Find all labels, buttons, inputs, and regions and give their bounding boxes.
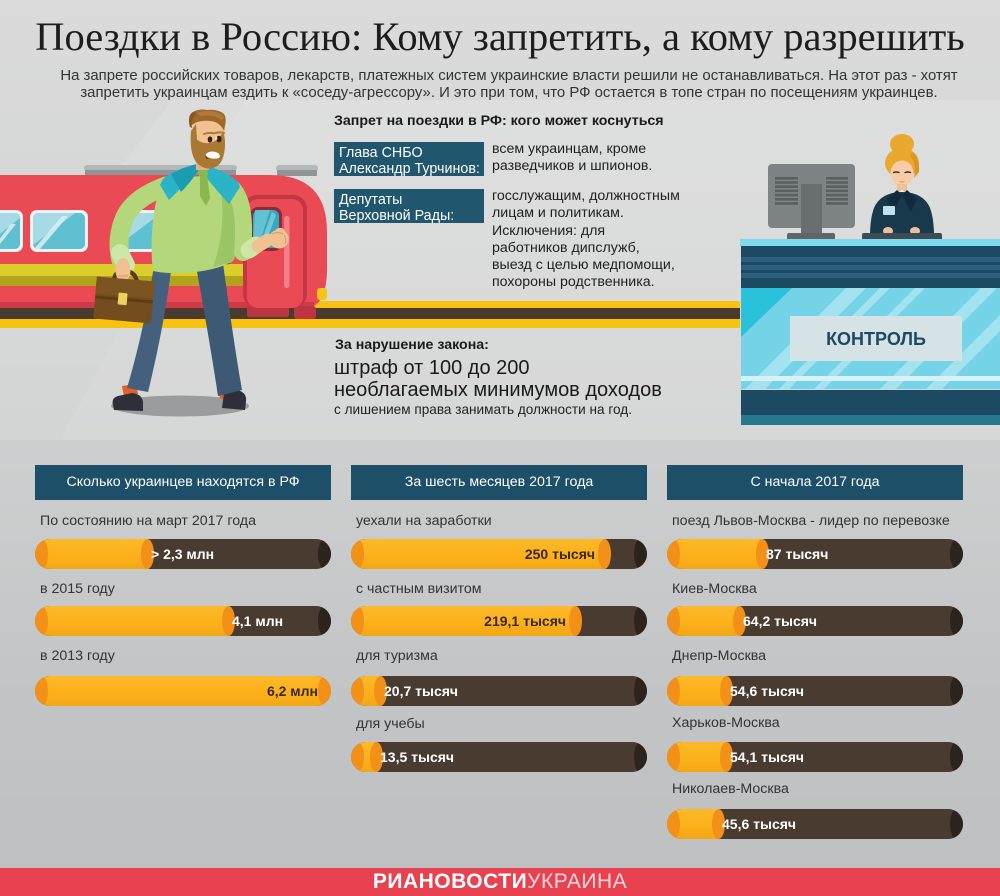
svg-text:КОНТРОЛЬ: КОНТРОЛЬ: [826, 329, 926, 349]
